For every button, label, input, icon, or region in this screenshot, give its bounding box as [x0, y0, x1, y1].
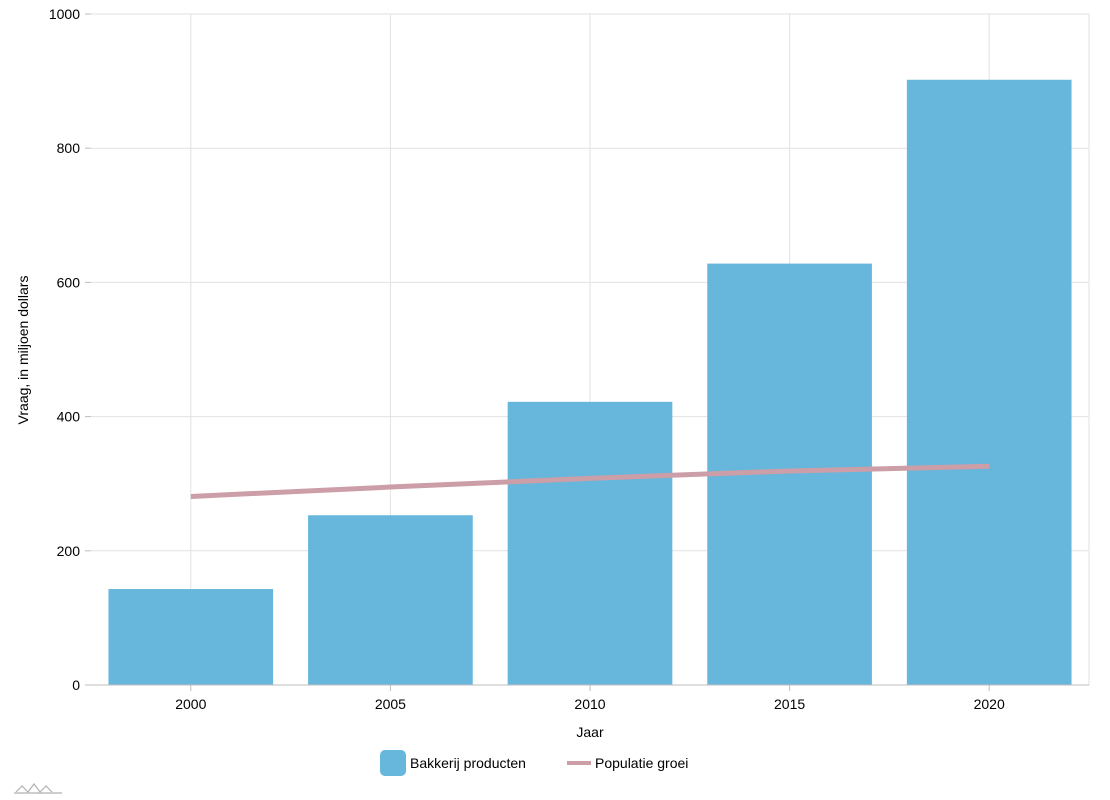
x-tick-label: 2015 — [774, 696, 805, 712]
bar-2000 — [108, 589, 274, 685]
legend-label-bar: Bakkerij producten — [410, 755, 526, 771]
y-tick-label: 1000 — [49, 6, 80, 22]
y-tick-label: 600 — [57, 274, 81, 290]
line-series — [190, 463, 990, 499]
axes — [85, 13, 1089, 691]
chart-logo-icon — [14, 783, 62, 794]
y-axis-ticks: 0 200 400 600 800 1000 — [49, 6, 80, 693]
x-axis-ticks: 2000 2005 2010 2015 2020 — [175, 696, 1005, 712]
x-tick-label: 2000 — [175, 696, 206, 712]
legend: Bakkerij producten Populatie groei — [380, 750, 688, 776]
x-tick-label: 2005 — [375, 696, 406, 712]
bar-2005 — [308, 515, 473, 685]
bar-series — [108, 79, 1072, 686]
bar-2020 — [906, 79, 1072, 686]
y-tick-label: 0 — [72, 677, 80, 693]
y-tick-label: 400 — [57, 409, 81, 425]
x-tick-label: 2010 — [574, 696, 605, 712]
y-tick-label: 200 — [57, 543, 81, 559]
legend-label-line: Populatie groei — [595, 755, 688, 771]
bar-2010 — [507, 401, 673, 685]
x-tick-label: 2020 — [974, 696, 1005, 712]
x-axis-title: Jaar — [576, 724, 604, 740]
y-axis-title: Vraag, in miljoen dollars — [15, 276, 31, 425]
y-tick-label: 800 — [57, 140, 81, 156]
legend-swatch-bar — [380, 750, 406, 776]
